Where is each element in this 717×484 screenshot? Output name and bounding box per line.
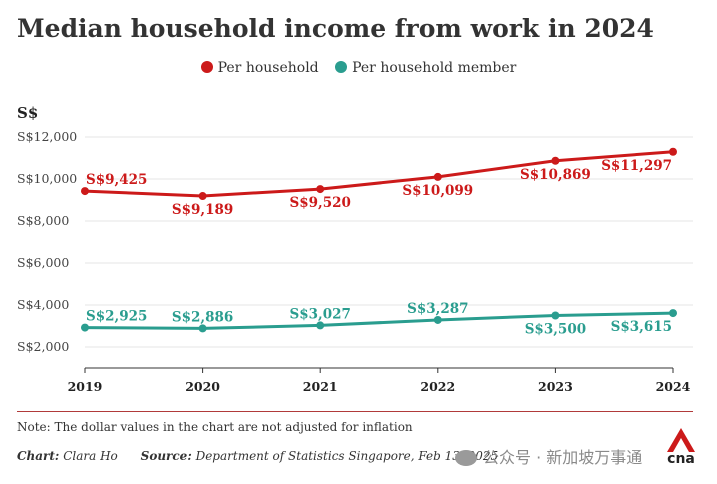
data-label: S$2,925 bbox=[86, 309, 147, 325]
legend-label-member: Per household member bbox=[352, 60, 517, 76]
data-point bbox=[551, 311, 560, 320]
data-point bbox=[316, 321, 325, 330]
data-label: S$2,886 bbox=[172, 309, 233, 325]
legend-item-household: Per household bbox=[200, 60, 319, 76]
y-unit-label: S$ bbox=[17, 104, 38, 122]
data-label: S$10,869 bbox=[520, 167, 591, 183]
x-tick-label: 2023 bbox=[538, 379, 573, 394]
x-tick-label: 2021 bbox=[303, 379, 338, 394]
watermark: 公众号 · 新加坡万事通 bbox=[455, 444, 642, 468]
legend-label-household: Per household bbox=[217, 60, 319, 76]
legend-dot-member bbox=[335, 61, 348, 73]
legend-dot-household bbox=[200, 61, 213, 73]
x-tick-label: 2019 bbox=[68, 379, 103, 394]
y-tick-label: S$10,000 bbox=[17, 171, 77, 186]
x-tick-label: 2024 bbox=[656, 379, 691, 394]
footnote: Note: The dollar values in the chart are… bbox=[17, 420, 413, 434]
data-label: S$10,099 bbox=[402, 183, 473, 199]
data-point bbox=[669, 309, 677, 318]
data-label: S$3,615 bbox=[611, 319, 672, 335]
data-label: S$9,520 bbox=[289, 195, 350, 211]
y-tick-label: S$4,000 bbox=[17, 297, 69, 312]
legend-item-member: Per household member bbox=[335, 60, 516, 76]
chart-title: Median household income from work in 202… bbox=[17, 14, 654, 43]
series-line-1 bbox=[84, 311, 674, 330]
data-point bbox=[433, 172, 442, 181]
y-tick-label: S$2,000 bbox=[17, 339, 69, 354]
data-label: S$3,027 bbox=[289, 306, 350, 322]
credits: Chart: Clara Ho Source: Department of St… bbox=[17, 449, 498, 463]
watermark-text: 公众号 · 新加坡万事通 bbox=[483, 448, 643, 467]
cna-logo: cna bbox=[667, 428, 695, 466]
data-point bbox=[81, 187, 89, 196]
y-tick-label: S$8,000 bbox=[17, 213, 69, 228]
data-point bbox=[316, 185, 325, 194]
line-chart: S$ S$2,000 S$4,000 S$6,000 S$8,000 S$10,000 S$… bbox=[17, 104, 693, 394]
source-value: Department of Statistics Singapore, Feb … bbox=[195, 449, 499, 463]
footer-divider bbox=[17, 411, 693, 412]
y-tick-label: S$6,000 bbox=[17, 255, 69, 270]
data-label: S$11,297 bbox=[601, 158, 672, 174]
data-point bbox=[433, 315, 442, 324]
legend: Per household Per household member bbox=[0, 60, 717, 76]
data-point bbox=[198, 324, 207, 333]
data-point bbox=[551, 156, 560, 165]
credit-label: Chart: bbox=[17, 449, 60, 463]
y-tick-label: S$12,000 bbox=[17, 129, 77, 144]
source-label: Source: bbox=[140, 449, 192, 463]
data-label: S$3,287 bbox=[407, 301, 468, 317]
wechat-icon bbox=[455, 450, 477, 466]
data-point bbox=[198, 192, 207, 201]
data-label: S$3,500 bbox=[525, 322, 586, 338]
data-label: S$9,189 bbox=[172, 202, 233, 218]
series-line-0 bbox=[84, 150, 674, 198]
x-tick-label: 2020 bbox=[185, 379, 220, 394]
data-label: S$9,425 bbox=[86, 172, 147, 188]
credit-value: Clara Ho bbox=[63, 449, 118, 463]
x-tick-label: 2022 bbox=[420, 379, 455, 394]
data-point bbox=[81, 323, 89, 332]
data-point bbox=[669, 147, 677, 156]
logo-text: cna bbox=[667, 451, 695, 466]
